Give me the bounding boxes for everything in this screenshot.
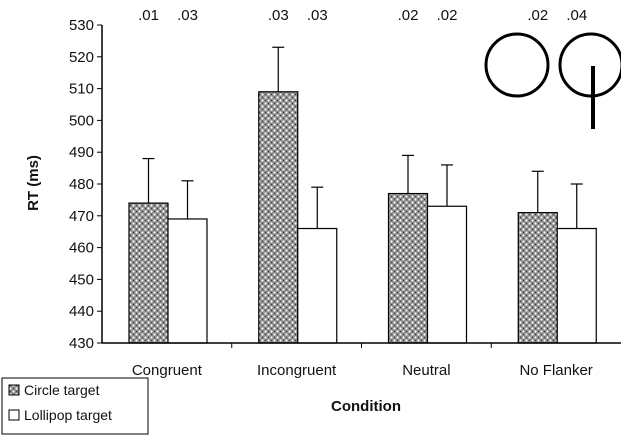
error-bars [142,46,583,229]
stimulus-icons [484,32,621,129]
legend-item-lollipop: Lollipop target [8,407,112,423]
top-label: .02 [527,7,548,24]
top-label: .04 [566,7,587,24]
x-tick-label: Incongruent [257,362,337,379]
top-label: .03 [177,7,198,24]
y-tick-label: 460 [69,240,94,257]
bar [387,192,429,344]
x-tick-label: Congruent [132,362,203,379]
legend-label: Circle target [24,382,100,398]
x-tick-label: No Flanker [519,362,592,379]
bar [517,212,558,344]
bar [167,218,208,344]
bars [128,91,597,344]
top-label: .03 [268,7,289,24]
x-tick-label: Neutral [402,362,450,379]
y-tick-label: 530 [69,17,94,34]
y-tick-label: 440 [69,303,94,320]
top-label: .02 [398,7,419,24]
bar [297,227,338,344]
bar [556,227,597,344]
top-label: .02 [437,7,458,24]
legend-item-circle: Circle target [8,382,100,398]
y-tick-label: 510 [69,81,94,98]
axes [97,24,621,348]
x-axis-title: Condition [331,398,401,415]
top-label: .01 [138,7,159,24]
y-axis-title: RT (ms) [25,155,42,211]
lollipop-stimulus-icon [558,32,621,129]
y-tick-label: 450 [69,271,94,288]
top-label: .03 [307,7,328,24]
legend-label: Lollipop target [24,407,112,423]
bar [128,202,169,344]
y-tick-label: 500 [69,112,94,129]
y-tick-label: 470 [69,208,94,225]
bar [258,91,299,344]
y-tick-label: 490 [69,144,94,161]
circle-stimulus-icon [484,32,550,98]
y-tick-label: 520 [69,49,94,66]
bar [426,205,468,344]
y-tick-label: 480 [69,176,94,193]
y-tick-label: 430 [69,335,94,352]
labels: 430 440 450 460 470 480 490 500 510 520 530 Congrue… [69,7,593,379]
legend: Circle target Lollipop target [1,377,149,435]
